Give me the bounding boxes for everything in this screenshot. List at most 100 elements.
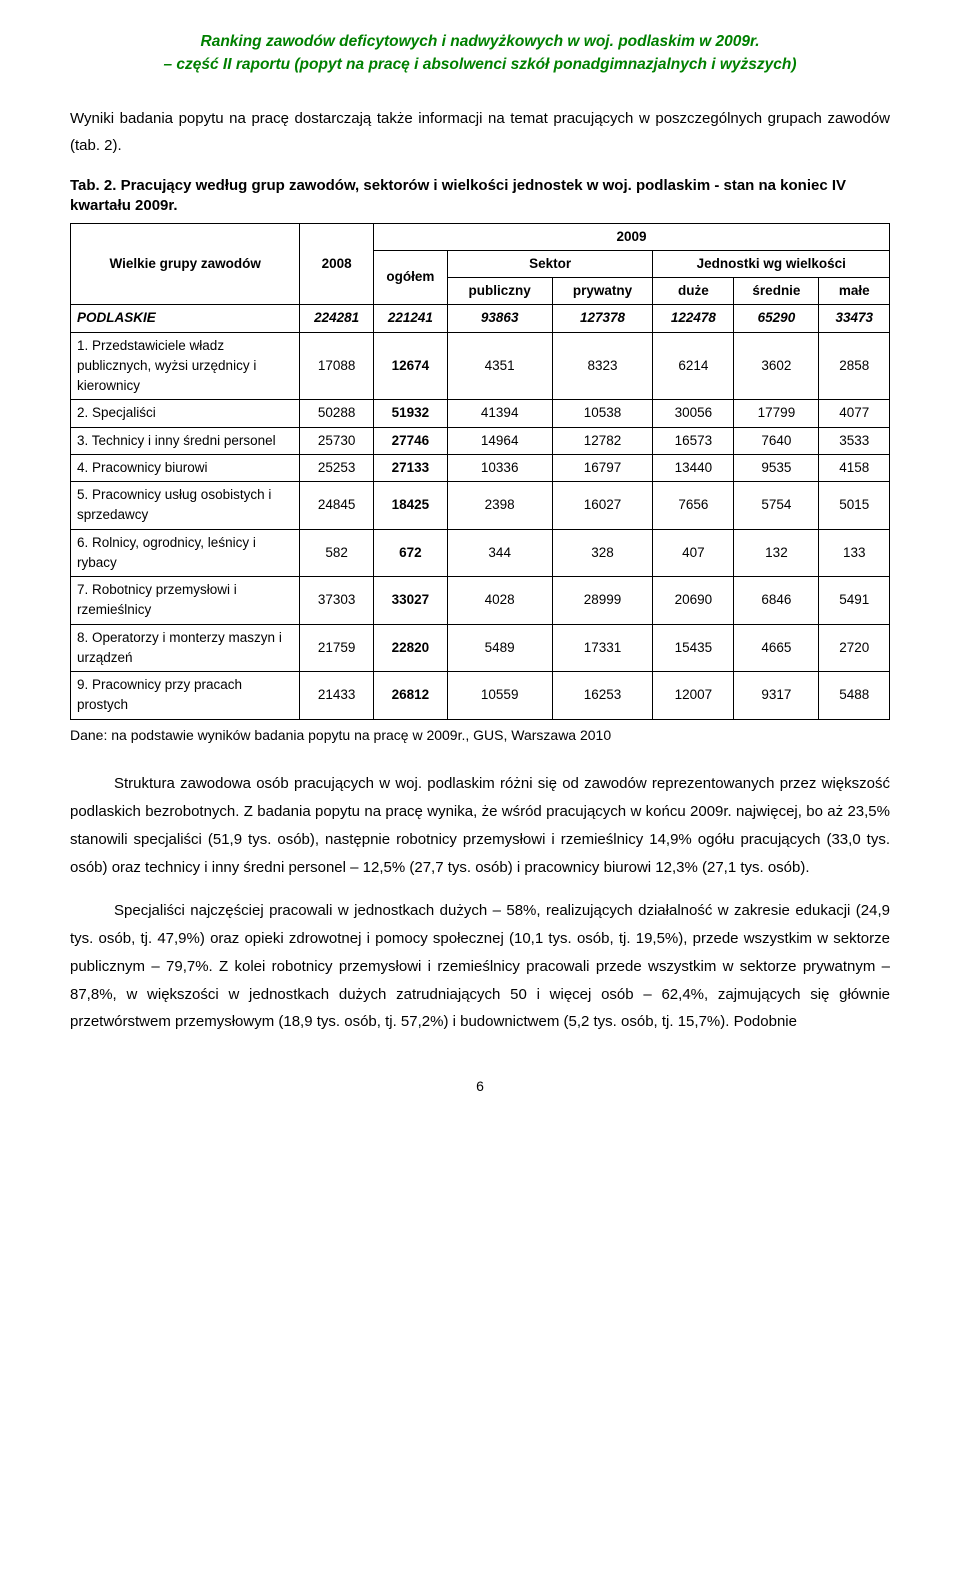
cell: 5489 xyxy=(447,624,552,672)
cell: 26812 xyxy=(374,672,448,720)
cell: 5488 xyxy=(819,672,890,720)
th-sektor: Sektor xyxy=(447,250,653,277)
intro-paragraph: Wyniki badania popytu na pracę dostarcza… xyxy=(70,105,890,161)
cell: 14964 xyxy=(447,427,552,454)
row-label: 3. Technicy i inny średni personel xyxy=(71,427,300,454)
cell: 12782 xyxy=(552,427,653,454)
cell: 41394 xyxy=(447,400,552,427)
body-paragraph-1: Struktura zawodowa osób pracujących w wo… xyxy=(70,770,890,881)
cell: 582 xyxy=(300,529,374,577)
cell: 12007 xyxy=(653,672,734,720)
cell: 8323 xyxy=(552,332,653,400)
cell: 15435 xyxy=(653,624,734,672)
cell: 3602 xyxy=(734,332,819,400)
table-row: 1. Przedstawiciele władz publicznych, wy… xyxy=(71,332,890,400)
row-label: PODLASKIE xyxy=(71,305,300,332)
cell: 10336 xyxy=(447,454,552,481)
cell: 5754 xyxy=(734,482,819,530)
cell: 50288 xyxy=(300,400,374,427)
table-row: 9. Pracownicy przy pracach prostych21433… xyxy=(71,672,890,720)
table-caption: Tab. 2. Pracujący według grup zawodów, s… xyxy=(70,176,890,217)
table-row: 5. Pracownicy usług osobistych i sprzeda… xyxy=(71,482,890,530)
cell: 27746 xyxy=(374,427,448,454)
table-body: PODLASKIE2242812212419386312737812247865… xyxy=(71,305,890,719)
cell: 16253 xyxy=(552,672,653,720)
th-2009: 2009 xyxy=(374,223,890,250)
th-ogolem: ogółem xyxy=(374,250,448,305)
document-header: Ranking zawodów deficytowych i nadwyżkow… xyxy=(70,30,890,77)
th-2008: 2008 xyxy=(300,223,374,305)
cell: 21759 xyxy=(300,624,374,672)
cell: 16573 xyxy=(653,427,734,454)
cell: 17331 xyxy=(552,624,653,672)
row-label: 1. Przedstawiciele władz publicznych, wy… xyxy=(71,332,300,400)
cell: 221241 xyxy=(374,305,448,332)
cell: 18425 xyxy=(374,482,448,530)
th-publiczny: publiczny xyxy=(447,278,552,305)
cell: 10538 xyxy=(552,400,653,427)
cell: 9535 xyxy=(734,454,819,481)
cell: 407 xyxy=(653,529,734,577)
cell: 344 xyxy=(447,529,552,577)
header-line-2: – część II raportu (popyt na pracę i abs… xyxy=(70,53,890,76)
cell: 4158 xyxy=(819,454,890,481)
cell: 132 xyxy=(734,529,819,577)
cell: 328 xyxy=(552,529,653,577)
cell: 21433 xyxy=(300,672,374,720)
table-row: PODLASKIE2242812212419386312737812247865… xyxy=(71,305,890,332)
cell: 6846 xyxy=(734,577,819,625)
cell: 16797 xyxy=(552,454,653,481)
th-srednie: średnie xyxy=(734,278,819,305)
cell: 6214 xyxy=(653,332,734,400)
data-table: Wielkie grupy zawodów 2008 2009 ogółem S… xyxy=(70,223,890,720)
body-paragraph-2: Specjaliści najczęściej pracowali w jedn… xyxy=(70,897,890,1036)
cell: 3533 xyxy=(819,427,890,454)
table-row: 2. Specjaliści50288519324139410538300561… xyxy=(71,400,890,427)
row-label: 6. Rolnicy, ogrodnicy, leśnicy i rybacy xyxy=(71,529,300,577)
table-row: 8. Operatorzy i monterzy maszyn i urządz… xyxy=(71,624,890,672)
cell: 33027 xyxy=(374,577,448,625)
cell: 2858 xyxy=(819,332,890,400)
table-source: Dane: na podstawie wyników badania popyt… xyxy=(70,726,890,745)
cell: 17799 xyxy=(734,400,819,427)
table-row: 7. Robotnicy przemysłowi i rzemieślnicy3… xyxy=(71,577,890,625)
table-head: Wielkie grupy zawodów 2008 2009 ogółem S… xyxy=(71,223,890,305)
cell: 2398 xyxy=(447,482,552,530)
cell: 4351 xyxy=(447,332,552,400)
cell: 12674 xyxy=(374,332,448,400)
row-label: 8. Operatorzy i monterzy maszyn i urządz… xyxy=(71,624,300,672)
cell: 10559 xyxy=(447,672,552,720)
cell: 93863 xyxy=(447,305,552,332)
cell: 24845 xyxy=(300,482,374,530)
cell: 133 xyxy=(819,529,890,577)
table-row: 4. Pracownicy biurowi2525327133103361679… xyxy=(71,454,890,481)
row-label: 7. Robotnicy przemysłowi i rzemieślnicy xyxy=(71,577,300,625)
cell: 122478 xyxy=(653,305,734,332)
th-duze: duże xyxy=(653,278,734,305)
cell: 25730 xyxy=(300,427,374,454)
cell: 17088 xyxy=(300,332,374,400)
cell: 25253 xyxy=(300,454,374,481)
cell: 7656 xyxy=(653,482,734,530)
cell: 33473 xyxy=(819,305,890,332)
row-label: 5. Pracownicy usług osobistych i sprzeda… xyxy=(71,482,300,530)
cell: 65290 xyxy=(734,305,819,332)
cell: 672 xyxy=(374,529,448,577)
table-row: 6. Rolnicy, ogrodnicy, leśnicy i rybacy5… xyxy=(71,529,890,577)
page-number: 6 xyxy=(70,1076,890,1097)
cell: 5491 xyxy=(819,577,890,625)
cell: 16027 xyxy=(552,482,653,530)
cell: 13440 xyxy=(653,454,734,481)
th-jednostki: Jednostki wg wielkości xyxy=(653,250,890,277)
cell: 28999 xyxy=(552,577,653,625)
row-label: 4. Pracownicy biurowi xyxy=(71,454,300,481)
header-line-1: Ranking zawodów deficytowych i nadwyżkow… xyxy=(70,30,890,53)
cell: 4077 xyxy=(819,400,890,427)
row-label: 2. Specjaliści xyxy=(71,400,300,427)
cell: 22820 xyxy=(374,624,448,672)
cell: 224281 xyxy=(300,305,374,332)
cell: 51932 xyxy=(374,400,448,427)
cell: 37303 xyxy=(300,577,374,625)
cell: 30056 xyxy=(653,400,734,427)
table-row: 3. Technicy i inny średni personel257302… xyxy=(71,427,890,454)
